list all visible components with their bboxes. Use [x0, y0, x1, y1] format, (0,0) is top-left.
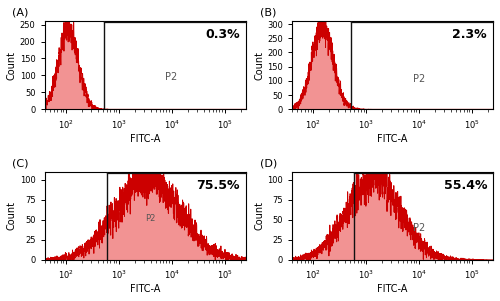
X-axis label: FITC-A: FITC-A	[130, 284, 160, 294]
Text: 0.3%: 0.3%	[205, 28, 240, 41]
Text: P2: P2	[412, 74, 425, 84]
X-axis label: FITC-A: FITC-A	[130, 134, 160, 144]
Y-axis label: Count: Count	[254, 201, 264, 230]
X-axis label: FITC-A: FITC-A	[377, 284, 408, 294]
Text: (B): (B)	[260, 8, 276, 18]
Text: 2.3%: 2.3%	[452, 28, 487, 41]
Text: (A): (A)	[12, 8, 28, 18]
Text: P2: P2	[412, 223, 425, 233]
Y-axis label: Count: Count	[7, 51, 17, 80]
Text: 75.5%: 75.5%	[196, 179, 240, 192]
Text: 55.4%: 55.4%	[444, 179, 487, 192]
Text: (C): (C)	[12, 158, 29, 168]
Text: (D): (D)	[260, 158, 277, 168]
Text: P2: P2	[145, 214, 156, 223]
Text: P2: P2	[166, 72, 177, 82]
Y-axis label: Count: Count	[254, 51, 264, 80]
X-axis label: FITC-A: FITC-A	[377, 134, 408, 144]
Y-axis label: Count: Count	[7, 201, 17, 230]
